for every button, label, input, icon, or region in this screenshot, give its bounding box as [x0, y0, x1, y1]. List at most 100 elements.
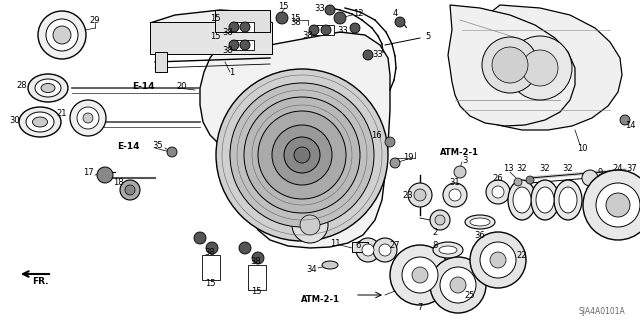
Text: 15: 15 [251, 287, 261, 297]
Circle shape [482, 37, 538, 93]
Circle shape [258, 111, 346, 199]
Circle shape [492, 186, 504, 198]
Polygon shape [448, 5, 575, 126]
Text: 15: 15 [290, 13, 300, 22]
Ellipse shape [33, 117, 47, 127]
Circle shape [272, 125, 332, 185]
Text: 16: 16 [371, 131, 381, 140]
Circle shape [216, 69, 388, 241]
Bar [232, 40, 254, 50]
Text: 14: 14 [625, 121, 636, 130]
Circle shape [239, 242, 251, 254]
Circle shape [167, 147, 177, 157]
Circle shape [430, 210, 450, 230]
Text: 38: 38 [223, 28, 234, 36]
Text: 37: 37 [627, 164, 637, 172]
Ellipse shape [470, 218, 490, 226]
Text: 19: 19 [403, 153, 413, 162]
Ellipse shape [465, 215, 495, 229]
Text: 7: 7 [417, 303, 422, 313]
Text: 9: 9 [597, 167, 603, 177]
Circle shape [356, 238, 380, 262]
Ellipse shape [439, 246, 457, 254]
Ellipse shape [19, 107, 61, 137]
Bar [248, 265, 266, 290]
Text: 28: 28 [17, 81, 28, 90]
Text: SJA4A0101A: SJA4A0101A [579, 308, 625, 316]
Text: 26: 26 [493, 173, 503, 182]
Text: 38: 38 [223, 45, 234, 54]
Ellipse shape [559, 187, 577, 213]
Circle shape [492, 47, 528, 83]
Bar [202, 255, 220, 280]
Text: 17: 17 [83, 167, 93, 177]
Text: 32: 32 [516, 164, 527, 172]
Circle shape [449, 189, 461, 201]
Circle shape [363, 50, 373, 60]
Text: 32: 32 [563, 164, 573, 172]
Circle shape [362, 244, 374, 256]
Ellipse shape [26, 112, 54, 132]
Circle shape [125, 185, 135, 195]
Circle shape [390, 158, 400, 168]
Text: ATM-2-1: ATM-2-1 [301, 294, 340, 303]
Circle shape [284, 137, 320, 173]
Ellipse shape [41, 84, 55, 92]
Text: 33: 33 [372, 50, 383, 59]
Circle shape [120, 180, 140, 200]
Text: ATM-2-1: ATM-2-1 [440, 148, 479, 156]
Text: 38: 38 [251, 258, 261, 267]
Text: 31: 31 [450, 178, 460, 187]
Text: 15: 15 [210, 31, 220, 41]
Circle shape [194, 232, 206, 244]
Circle shape [514, 178, 522, 186]
Circle shape [229, 22, 239, 32]
Circle shape [83, 113, 93, 123]
Circle shape [325, 5, 335, 15]
Circle shape [480, 242, 516, 278]
Circle shape [596, 183, 640, 227]
Text: 15: 15 [210, 13, 220, 22]
Circle shape [97, 167, 113, 183]
Circle shape [470, 232, 526, 288]
Text: 35: 35 [153, 140, 163, 149]
Text: 3: 3 [462, 156, 468, 164]
Text: 38: 38 [205, 247, 216, 257]
Text: 13: 13 [502, 164, 513, 172]
Text: 12: 12 [353, 9, 364, 18]
Text: 18: 18 [113, 178, 124, 187]
Text: E-14: E-14 [118, 141, 140, 150]
Circle shape [486, 180, 510, 204]
Circle shape [490, 252, 506, 268]
Circle shape [395, 17, 405, 27]
Circle shape [508, 36, 572, 100]
Circle shape [276, 12, 288, 24]
Text: 21: 21 [57, 108, 67, 117]
Text: 33: 33 [338, 26, 348, 35]
Ellipse shape [28, 74, 68, 102]
Circle shape [292, 207, 328, 243]
Ellipse shape [322, 261, 338, 269]
Circle shape [443, 183, 467, 207]
Text: 5: 5 [426, 31, 431, 41]
Circle shape [334, 12, 346, 24]
Circle shape [309, 25, 319, 35]
Circle shape [240, 40, 250, 50]
Text: 34: 34 [307, 266, 317, 275]
Circle shape [522, 50, 558, 86]
Text: 11: 11 [330, 238, 340, 247]
Text: 4: 4 [392, 9, 397, 18]
Circle shape [412, 267, 428, 283]
Bar [232, 22, 254, 32]
Circle shape [582, 170, 598, 186]
Text: 30: 30 [10, 116, 20, 124]
Circle shape [379, 244, 391, 256]
Circle shape [240, 22, 250, 32]
Circle shape [450, 277, 466, 293]
Circle shape [430, 257, 486, 313]
Circle shape [440, 267, 476, 303]
Circle shape [385, 137, 395, 147]
Circle shape [294, 147, 310, 163]
Polygon shape [150, 10, 390, 248]
Ellipse shape [433, 242, 463, 258]
